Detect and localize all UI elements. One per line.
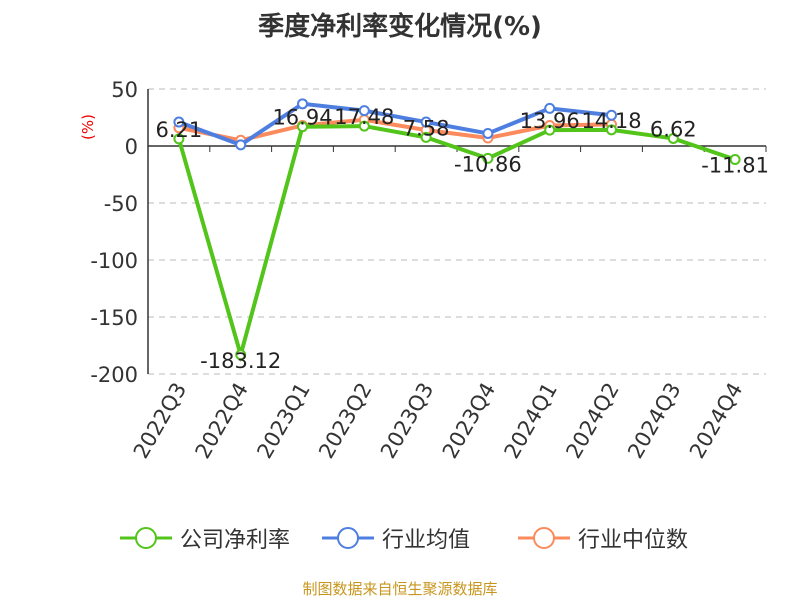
x-tick-label: 2024Q4 [685, 379, 747, 463]
y-tick-label: -200 [90, 363, 138, 387]
data-label: 17.48 [334, 105, 394, 129]
x-tick-label: 2023Q1 [252, 379, 314, 463]
y-tick-label: -50 [104, 192, 138, 216]
data-label: -10.86 [454, 152, 522, 176]
y-tick-label: 0 [125, 135, 138, 159]
y-tick-label: -150 [90, 306, 138, 330]
legend-label: 公司净利率 [180, 528, 291, 553]
series-line-1 [178, 101, 612, 148]
data-label: -11.81 [701, 153, 769, 177]
data-label: 14.18 [581, 109, 641, 133]
data-point [482, 127, 494, 139]
data-label: 6.21 [156, 118, 203, 142]
y-tick-label: -100 [90, 249, 138, 273]
data-point [173, 133, 185, 145]
data-point [297, 98, 308, 110]
data-point [358, 105, 370, 117]
chart-title: 季度净利率变化情况(%) [258, 12, 542, 42]
data-point [544, 102, 556, 114]
data-label: 6.62 [650, 117, 697, 141]
legend-label: 行业均值 [382, 528, 471, 553]
legend-item[interactable]: 行业中位数 [518, 522, 688, 554]
data-point [729, 153, 741, 165]
data-label: 13.96 [520, 109, 580, 133]
legend-marker-icon [120, 527, 172, 549]
legend-marker-icon [322, 527, 374, 549]
x-tick-label: 2023Q3 [376, 378, 438, 462]
legend-label: 行业中位数 [578, 528, 689, 553]
data-point [297, 121, 308, 133]
x-tick-label: 2024Q3 [623, 379, 685, 463]
data-label: 7.58 [403, 116, 450, 140]
data-point [482, 152, 494, 164]
legend-marker-icon [518, 527, 570, 549]
data-point [606, 124, 617, 136]
data-point [667, 132, 679, 144]
data-point [235, 139, 247, 151]
x-tick-label: 2023Q2 [314, 379, 376, 463]
legend-item[interactable]: 行业均值 [322, 522, 470, 554]
x-tick-label: 2023Q4 [438, 379, 500, 463]
data-point [358, 120, 370, 132]
x-tick-label: 2024Q1 [500, 379, 562, 463]
x-tick-label: 2024Q2 [561, 379, 623, 463]
y-tick-label: 50 [111, 78, 138, 102]
data-point [420, 131, 432, 143]
data-point [544, 124, 556, 136]
data-label: -183.12 [200, 349, 281, 373]
legend-item[interactable]: 公司净利率 [120, 522, 290, 554]
data-point [173, 116, 185, 128]
y-axis-label: (%) [79, 114, 97, 140]
data-point [420, 116, 432, 128]
x-tick-label: 2022Q3 [129, 379, 191, 463]
data-label: 16.94 [272, 106, 332, 130]
data-point [606, 109, 617, 121]
source-note: 制图数据来自恒生聚源数据库 [302, 580, 498, 598]
series-line-0 [176, 124, 736, 363]
x-tick-label: 2022Q4 [191, 379, 253, 463]
data-point [235, 349, 247, 361]
